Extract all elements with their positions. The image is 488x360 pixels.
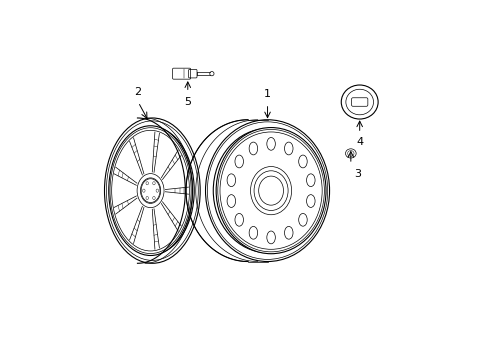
Text: 5: 5 bbox=[184, 97, 191, 107]
Ellipse shape bbox=[141, 179, 160, 203]
Ellipse shape bbox=[284, 226, 292, 239]
Ellipse shape bbox=[341, 85, 377, 119]
Ellipse shape bbox=[226, 195, 235, 207]
Ellipse shape bbox=[209, 72, 214, 76]
Ellipse shape bbox=[345, 149, 355, 158]
Ellipse shape bbox=[234, 213, 243, 226]
Text: 2: 2 bbox=[134, 87, 142, 98]
Text: 1: 1 bbox=[264, 89, 270, 99]
Text: 3: 3 bbox=[354, 169, 361, 179]
Ellipse shape bbox=[306, 174, 314, 186]
Ellipse shape bbox=[108, 126, 192, 256]
Ellipse shape bbox=[248, 142, 257, 155]
Ellipse shape bbox=[266, 138, 275, 150]
Ellipse shape bbox=[284, 142, 292, 155]
Text: 4: 4 bbox=[355, 138, 363, 148]
Ellipse shape bbox=[234, 155, 243, 168]
Ellipse shape bbox=[216, 127, 325, 254]
Ellipse shape bbox=[306, 195, 314, 207]
Ellipse shape bbox=[266, 231, 275, 244]
Ellipse shape bbox=[298, 155, 306, 168]
Ellipse shape bbox=[226, 174, 235, 186]
Ellipse shape bbox=[298, 213, 306, 226]
Ellipse shape bbox=[248, 226, 257, 239]
